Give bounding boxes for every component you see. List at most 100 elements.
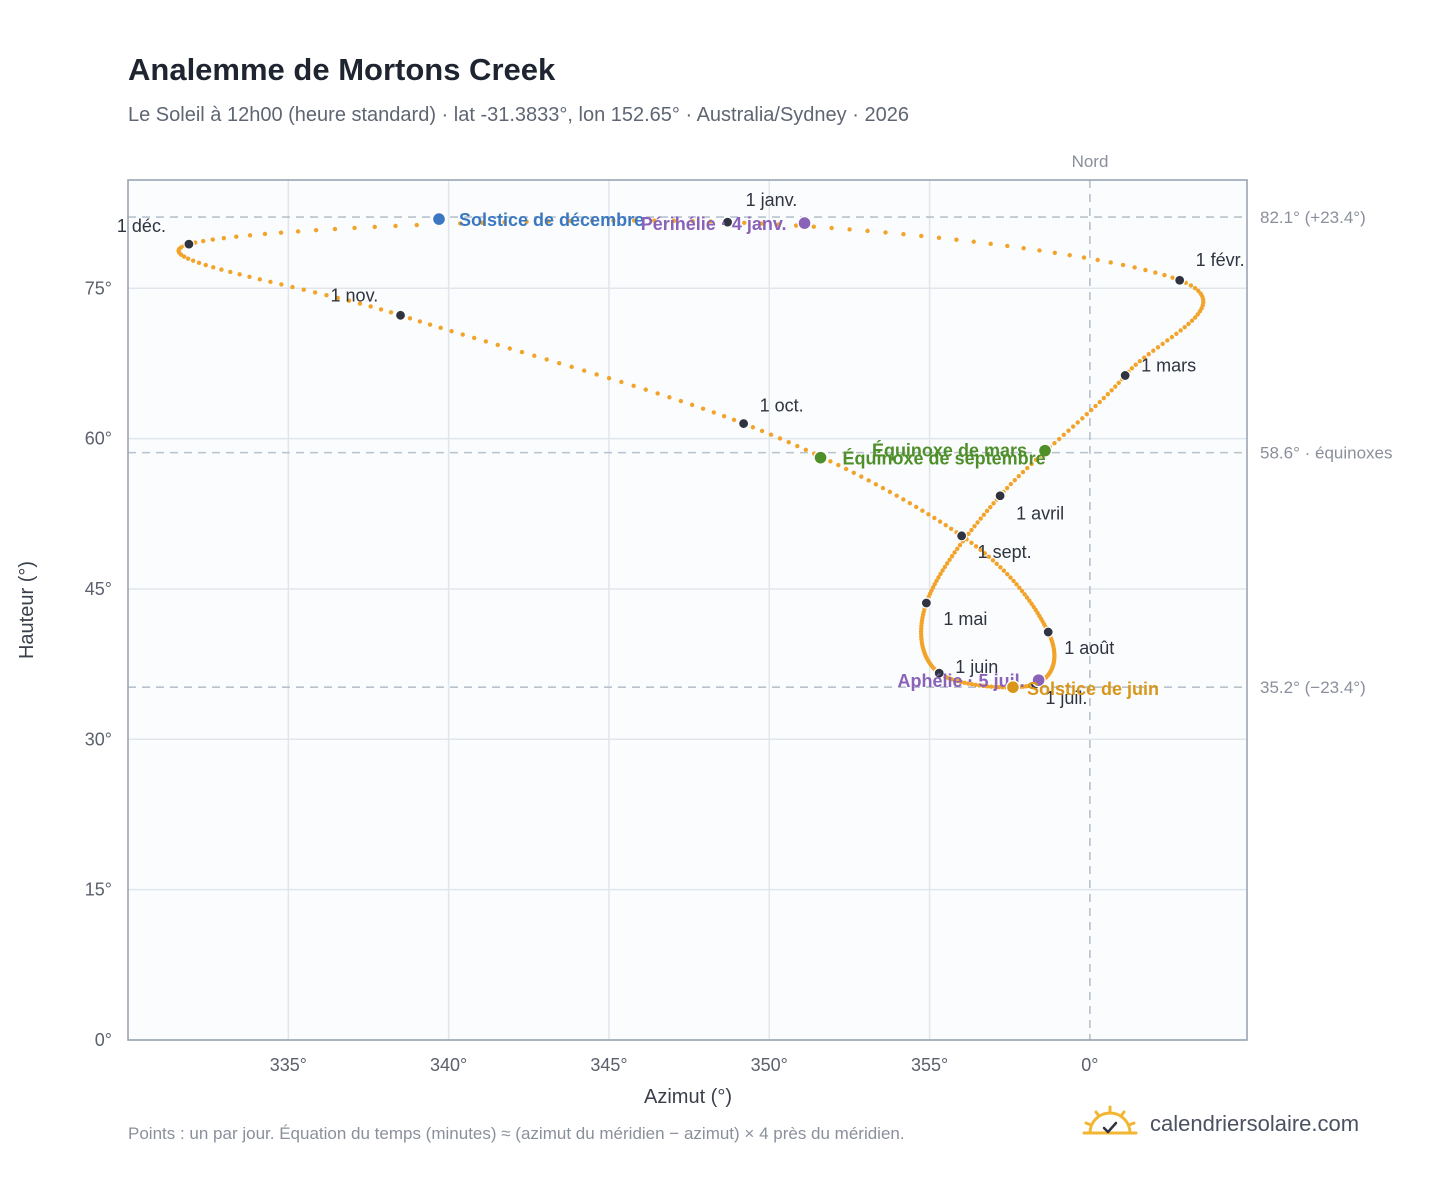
- daily-sun-dot: [1133, 362, 1138, 367]
- daily-sun-dot: [1021, 245, 1026, 251]
- daily-sun-dot: [357, 301, 363, 306]
- daily-sun-dot: [471, 335, 477, 341]
- daily-sun-dot: [847, 227, 852, 232]
- daily-sun-dot: [1182, 325, 1187, 330]
- daily-sun-dot: [975, 520, 980, 525]
- daily-sun-dot: [203, 262, 208, 268]
- daily-sun-dot: [388, 310, 394, 315]
- daily-sun-dot: [312, 290, 318, 295]
- daily-sun-dot: [721, 413, 727, 419]
- daily-sun-dot: [986, 554, 992, 560]
- daily-sun-dot: [1031, 604, 1036, 610]
- daily-sun-dot: [1189, 318, 1195, 323]
- month-label: 1 avril: [1016, 504, 1064, 524]
- daily-sun-dot: [866, 478, 871, 483]
- daily-sun-dot: [368, 304, 373, 309]
- daily-sun-dot: [631, 218, 637, 223]
- daily-sun-dot: [873, 482, 879, 487]
- daily-sun-dot: [1070, 424, 1076, 429]
- daily-sun-dot: [611, 218, 616, 223]
- daily-sun-dot: [581, 368, 587, 373]
- month-label: 1 mai: [943, 609, 987, 629]
- daily-sun-dot: [969, 682, 975, 687]
- daily-sun-dot: [1132, 265, 1137, 270]
- month-marker: [1119, 369, 1131, 382]
- daily-sun-dot: [966, 531, 971, 537]
- daily-sun-dot: [991, 501, 996, 506]
- x-tick-label: 0°: [1081, 1055, 1098, 1075]
- daily-sun-dot: [829, 225, 834, 231]
- daily-sun-dot: [532, 353, 537, 358]
- daily-sun-dot: [335, 295, 340, 301]
- brand-name: calendriersolaire.com: [1150, 1111, 1360, 1136]
- month-label: 1 juil.: [1045, 688, 1087, 708]
- daily-sun-dot: [1008, 481, 1014, 487]
- event-marker: [797, 215, 812, 231]
- daily-sun-dot: [985, 684, 990, 689]
- daily-sun-dot: [978, 547, 983, 553]
- daily-sun-dot: [759, 428, 765, 434]
- daily-sun-dot: [981, 512, 987, 517]
- daily-sun-dot: [811, 224, 817, 229]
- daily-sun-dot: [954, 237, 959, 242]
- daily-sun-dot: [1052, 250, 1058, 255]
- daily-sun-dot: [1108, 260, 1113, 265]
- daily-sun-dot: [458, 221, 463, 226]
- daily-sun-dot: [1174, 331, 1179, 336]
- daily-sun-dot: [708, 219, 713, 224]
- daily-sun-dot: [1005, 571, 1010, 577]
- daily-sun-dot: [324, 292, 329, 298]
- month-marker: [183, 238, 195, 250]
- month-marker: [1174, 274, 1186, 286]
- daily-sun-dot: [1022, 592, 1027, 597]
- brand[interactable]: calendriersolaire.com: [1082, 1104, 1359, 1144]
- daily-sun-dot: [372, 224, 377, 230]
- daily-sun-dot: [865, 228, 870, 234]
- daily-sun-dot: [1016, 473, 1022, 479]
- daily-sun-dot: [969, 527, 974, 533]
- reference-line-label: 35.2° (−23.4°): [1260, 678, 1366, 697]
- daily-sun-dot: [1155, 345, 1161, 350]
- daily-sun-dot: [631, 383, 636, 389]
- y-axis-title: Hauteur (°): [16, 561, 38, 659]
- daily-sun-dot: [938, 571, 943, 577]
- daily-sun-dot: [301, 287, 306, 292]
- daily-sun-dot: [1024, 595, 1030, 600]
- month-label: 1 févr.: [1196, 250, 1245, 270]
- daily-sun-dot: [994, 561, 999, 566]
- y-tick-label: 15°: [85, 880, 112, 900]
- daily-sun-dot: [793, 223, 799, 228]
- daily-sun-dot: [1170, 275, 1175, 280]
- daily-sun-dot: [990, 558, 996, 563]
- daily-sun-dot: [901, 231, 906, 237]
- daily-sun-dot: [1162, 272, 1167, 278]
- reference-line-label: 82.1° (+23.4°): [1260, 208, 1366, 227]
- daily-sun-dot: [211, 265, 216, 270]
- daily-sun-dot: [190, 258, 196, 263]
- month-label: 1 juin: [955, 657, 998, 677]
- daily-sun-dot: [678, 398, 684, 404]
- daily-sun-dot: [1001, 568, 1007, 573]
- month-label: 1 nov.: [331, 285, 379, 305]
- daily-sun-dot: [519, 349, 525, 355]
- month-marker: [920, 597, 932, 609]
- daily-sun-dot: [262, 231, 268, 237]
- daily-sun-dot: [228, 269, 233, 275]
- daily-sun-dot: [981, 683, 986, 689]
- month-markers: 1 janv. 1 févr. 1 mars 1 avril 1 mai 1 juin 1 …: [117, 190, 1245, 708]
- daily-sun-dot: [1029, 601, 1034, 607]
- daily-sun-dot: [742, 220, 747, 225]
- daily-sun-dot: [1014, 582, 1019, 587]
- daily-sun-dot: [219, 267, 224, 272]
- daily-sun-dot: [786, 440, 791, 445]
- daily-sun-dot: [988, 241, 993, 247]
- daily-sun-dot: [937, 519, 943, 524]
- daily-sun-dot: [934, 578, 939, 583]
- daily-sun-dot: [502, 219, 507, 225]
- daily-sun-dot: [880, 485, 886, 491]
- daily-sun-dot: [234, 234, 239, 239]
- daily-sun-dot: [556, 360, 562, 366]
- daily-sun-dot: [1197, 309, 1203, 314]
- event-marker: [1037, 443, 1053, 458]
